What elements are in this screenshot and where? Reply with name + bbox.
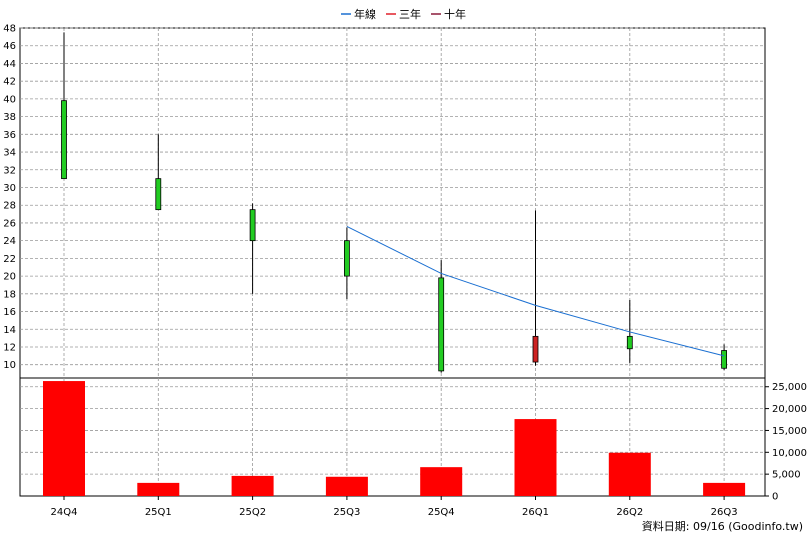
candle-body — [532, 335, 539, 363]
price-tick-label: 48 — [3, 24, 16, 35]
price-tick-label: 24 — [3, 236, 16, 247]
price-tick-label: 14 — [3, 325, 16, 336]
price-tick-label: 22 — [3, 254, 16, 265]
price-tick-label: 36 — [3, 130, 16, 141]
volume-bar — [137, 482, 180, 496]
plot-frame — [19, 27, 766, 497]
price-tick-label: 44 — [3, 59, 16, 70]
candles — [61, 32, 727, 373]
legend: 年線 三年 十年 — [341, 7, 466, 21]
year-line-series — [346, 226, 725, 357]
x-tick-label: 26Q2 — [616, 507, 643, 518]
candle-body — [249, 209, 256, 242]
legend-item-ten-year: 十年 — [431, 7, 466, 21]
candle-body — [155, 178, 162, 211]
price-tick-label: 46 — [3, 41, 16, 52]
volume-bar — [43, 381, 85, 496]
moving-average-lines — [346, 226, 725, 357]
data-date-footer: 資料日期: 09/16 (Goodinfo.tw) — [642, 519, 803, 533]
price-tick-label: 42 — [3, 77, 16, 88]
price-tick-label: 16 — [3, 307, 16, 318]
price-tick-label: 32 — [3, 165, 16, 176]
price-tick-label: 40 — [3, 94, 16, 105]
x-tick-label: 24Q4 — [51, 507, 78, 518]
price-tick-label: 26 — [3, 218, 16, 229]
x-axis: 24Q4 25Q1 25Q2 25Q3 25Q4 26Q1 26Q2 26Q3 — [51, 496, 738, 518]
price-tick-label: 30 — [3, 183, 16, 194]
x-tick-label: 25Q1 — [145, 507, 172, 518]
legend-label-three-year: 三年 — [399, 7, 421, 21]
legend-label-yearline: 年線 — [354, 7, 376, 21]
legend-item-yearline: 年線 — [341, 7, 376, 21]
volume-bar — [325, 476, 368, 496]
volume-bars — [43, 381, 746, 496]
price-tick-label: 12 — [3, 342, 16, 353]
price-tick-label: 20 — [3, 272, 16, 283]
candle-body — [626, 335, 633, 350]
volume-tick-label: 15,000 — [772, 426, 807, 437]
x-tick-label: 26Q3 — [711, 507, 738, 518]
candle-body — [61, 100, 67, 180]
volume-tick-label: 0 — [772, 492, 778, 503]
volume-tick-label: 25,000 — [772, 382, 807, 393]
x-tick-label: 26Q1 — [522, 507, 549, 518]
volume-bar — [514, 419, 557, 496]
volume-bar — [703, 482, 746, 496]
price-tick-label: 10 — [3, 360, 16, 371]
legend-item-three-year: 三年 — [386, 7, 421, 21]
candle-body — [721, 350, 727, 369]
price-tick-label: 38 — [3, 112, 16, 123]
volume-tick-label: 10,000 — [772, 448, 807, 459]
volume-axis: 0 5,000 10,000 15,000 20,000 25,000 — [765, 382, 807, 503]
x-tick-label: 25Q3 — [333, 507, 360, 518]
volume-bar — [608, 452, 651, 496]
price-tick-label: 18 — [3, 289, 16, 300]
volume-tick-label: 20,000 — [772, 404, 807, 415]
price-tick-label: 28 — [3, 201, 16, 212]
legend-label-ten-year: 十年 — [444, 7, 466, 21]
x-tick-label: 25Q2 — [239, 507, 266, 518]
volume-bar — [420, 467, 463, 496]
volume-tick-label: 5,000 — [772, 470, 801, 481]
candle-body — [343, 240, 350, 277]
price-tick-label: 34 — [3, 148, 16, 159]
volume-bar — [231, 475, 274, 496]
price-axis: 10 12 14 16 18 20 22 24 26 28 30 32 34 36 38 40 42 44 46 48 — [3, 24, 16, 372]
grid — [20, 27, 765, 496]
x-tick-label: 25Q4 — [428, 507, 455, 518]
candle-body — [438, 277, 445, 372]
